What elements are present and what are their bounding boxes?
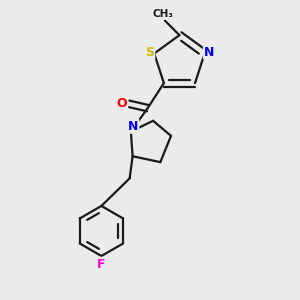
Text: F: F xyxy=(97,258,106,271)
Text: CH₃: CH₃ xyxy=(153,9,174,19)
Text: N: N xyxy=(204,46,214,59)
Text: O: O xyxy=(117,97,128,110)
Text: S: S xyxy=(145,46,154,59)
Text: N: N xyxy=(128,120,138,133)
